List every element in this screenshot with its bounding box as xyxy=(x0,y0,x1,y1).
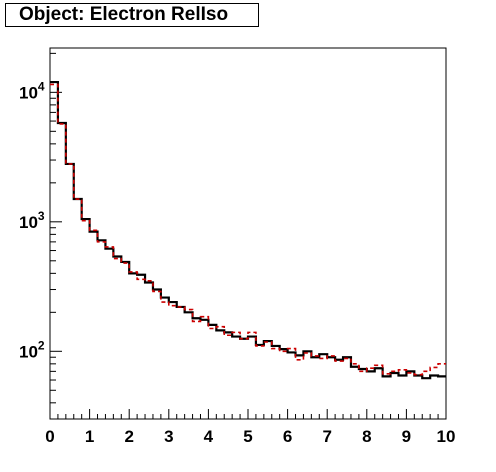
axis-ticks xyxy=(49,52,447,420)
x-tick-label: 6 xyxy=(283,427,292,446)
x-tick-label: 5 xyxy=(243,427,252,446)
x-tick-label: 2 xyxy=(124,427,133,446)
x-tick-label: 1 xyxy=(85,427,94,446)
x-tick-label: 3 xyxy=(164,427,173,446)
x-tick-label: 8 xyxy=(362,427,371,446)
series-dashed-red xyxy=(50,83,446,376)
chart-title: Object: Electron RelIso xyxy=(5,3,259,27)
x-tick-label: 7 xyxy=(322,427,331,446)
y-tick-label: 103 xyxy=(19,209,45,232)
y-tick-label: 104 xyxy=(19,79,45,102)
x-tick-label: 10 xyxy=(437,427,456,446)
y-tick-label: 102 xyxy=(19,338,45,361)
series-layer xyxy=(50,80,446,380)
tick-labels: 0 1 2 3 4 5 6 7 8 9 10 102 103 104 xyxy=(19,79,455,446)
x-tick-label: 4 xyxy=(204,427,214,446)
x-tick-label: 9 xyxy=(402,427,411,446)
x-tick-label: 0 xyxy=(45,427,54,446)
plot-frame xyxy=(49,47,447,420)
